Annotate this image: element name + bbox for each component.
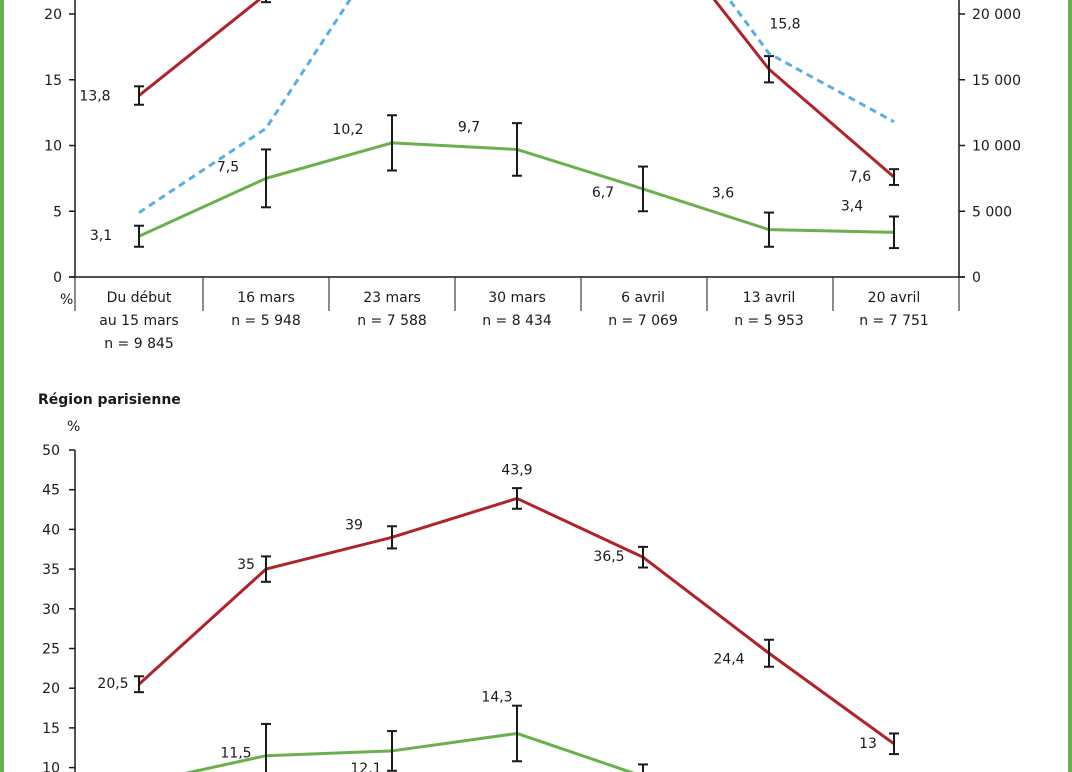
- data-label: 14,3: [481, 689, 512, 705]
- data-label: 15,8: [769, 16, 800, 32]
- error-bar: [387, 525, 397, 550]
- x-category-label: n = 7 588: [357, 313, 427, 329]
- y-axis-unit: %: [67, 419, 80, 435]
- error-bar: [764, 638, 774, 668]
- series-line-blue: [138, 0, 895, 214]
- x-category-label: Du début: [107, 290, 172, 306]
- data-label: 6,7: [592, 185, 614, 201]
- error-bar: [638, 165, 648, 213]
- chart-region-parisienne: 10 15 20 25 30 35 40 45 50% 20,5 35 39 43,9 36,5 24,4 1…: [42, 419, 899, 772]
- error-bar: [512, 122, 522, 177]
- x-category-label: n = 7 751: [859, 313, 929, 329]
- y-tick-label: 10: [42, 761, 60, 772]
- error-bar: [261, 555, 271, 583]
- error-bar: [261, 148, 271, 209]
- x-category-label: n = 5 953: [734, 313, 804, 329]
- y-tick-label: 20: [42, 681, 60, 697]
- error-bar: [134, 224, 144, 248]
- y2-tick-label: 0: [972, 270, 981, 286]
- error-bar: [889, 215, 899, 250]
- x-category-label: n = 5 948: [231, 313, 301, 329]
- y-tick-label: 15: [42, 721, 60, 737]
- y-axis-unit: %: [60, 292, 73, 308]
- figure-border-right: [1068, 0, 1072, 772]
- x-category-label: 6 avril: [621, 290, 665, 306]
- y2-tick-label: 15 000: [972, 73, 1021, 89]
- error-bar: [387, 730, 397, 772]
- y-tick-label: 10: [44, 139, 62, 155]
- chart-2-title: Région parisienne: [38, 392, 181, 408]
- error-bar: [512, 704, 522, 763]
- y-tick-label: 25: [42, 642, 60, 658]
- figure-border-left: [0, 0, 4, 772]
- error-bar: [134, 675, 144, 694]
- y2-tick-label: 20 000: [972, 7, 1021, 23]
- error-bar: [764, 211, 774, 248]
- data-label: 13,8: [79, 89, 110, 105]
- data-label: 10,2: [332, 122, 363, 138]
- y-tick-label: 20: [44, 7, 62, 23]
- y-tick-label: 15: [44, 73, 62, 89]
- data-label: 7,6: [849, 169, 871, 185]
- x-category-label: au 15 mars: [99, 313, 178, 329]
- data-label: 20,5: [97, 676, 128, 692]
- data-label: 36,5: [593, 549, 624, 565]
- x-category-label: n = 7 069: [608, 313, 678, 329]
- data-label: 43,9: [501, 462, 532, 478]
- data-label: 3,1: [90, 228, 112, 244]
- data-label: 13: [859, 736, 877, 752]
- data-label: 24,4: [713, 651, 744, 667]
- data-label: 12,1: [350, 761, 381, 772]
- error-bar: [387, 114, 397, 172]
- y2-tick-label: 10 000: [972, 139, 1021, 155]
- y-tick-label: 5: [53, 204, 62, 220]
- y-tick-label: 35: [42, 562, 60, 578]
- x-category-label: 16 mars: [237, 290, 295, 306]
- data-label: 3,4: [841, 198, 863, 214]
- y-tick-label: 50: [42, 443, 60, 459]
- chart-national: 0 0 5 5 000 10 10 000 15 15 000 20 20 000% Du débu…: [44, 0, 1021, 352]
- error-bar: [889, 732, 899, 756]
- data-label: 11,5: [220, 746, 251, 762]
- y2-tick-label: 5 000: [972, 204, 1012, 220]
- x-category-label: n = 8 434: [482, 313, 552, 329]
- x-category-label: 13 avril: [743, 290, 796, 306]
- data-label: 3,6: [712, 186, 734, 202]
- x-category-label: 20 avril: [868, 290, 921, 306]
- y-tick-label: 0: [53, 270, 62, 286]
- error-bar: [134, 85, 144, 106]
- error-bar: [889, 168, 899, 186]
- error-bar: [764, 55, 774, 84]
- x-category-label: 30 mars: [488, 290, 546, 306]
- error-bar: [638, 763, 648, 772]
- error-bar: [261, 0, 271, 4]
- data-label: 7,5: [217, 159, 239, 175]
- x-category-label: n = 9 845: [104, 336, 174, 352]
- error-bar: [512, 487, 522, 510]
- data-label: 35: [237, 557, 255, 573]
- data-label: 9,7: [458, 119, 480, 135]
- y-tick-label: 30: [42, 602, 60, 618]
- error-bar: [638, 545, 648, 569]
- error-bar: [261, 722, 271, 772]
- data-label: 39: [345, 517, 363, 533]
- x-category-label: 23 mars: [363, 290, 421, 306]
- y-tick-label: 40: [42, 522, 60, 538]
- y-tick-label: 45: [42, 483, 60, 499]
